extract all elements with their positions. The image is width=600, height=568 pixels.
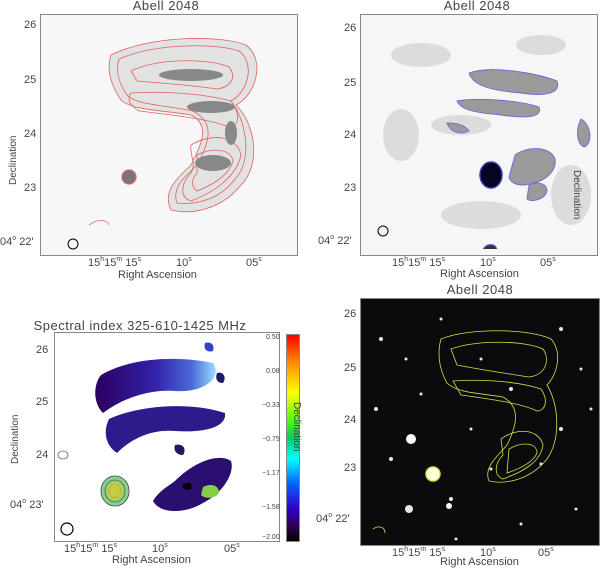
y-tick-bottom: 04o 23' [10,498,44,511]
y-tick-bottom: 04o 22' [316,512,350,525]
optical-image-frame [360,298,600,546]
y-tick: 26 [344,308,357,320]
y-tick-bottom: 04o 22' [318,234,352,247]
panel-bottom-right: Abell 2048 26 [300,282,600,568]
y-tick: 25 [344,362,357,374]
spectral-index-map [57,342,232,536]
y-axis-label: Declination [10,414,21,464]
colorbar [286,334,300,542]
x-axis-label: Right Ascension [440,556,519,568]
x-tick: 05s [538,546,554,559]
y-tick: 24 [36,449,49,461]
y-tick: 24 [24,128,37,140]
colorbar-tick: −0.75 [262,436,280,443]
panel-top-left: Abell 2048 [0,0,300,284]
y-tick: 25 [344,77,357,89]
x-axis-label: Right Ascension [440,268,519,280]
radio-contour-map [361,15,597,255]
panel-title: Abell 2048 [446,282,514,297]
y-tick: 26 [24,19,37,31]
x-tick: 15h15m 15s [392,256,446,269]
x-tick: 05s [540,256,556,269]
colorbar-tick: −0.33 [262,402,280,409]
y-tick: 26 [36,344,49,356]
panel-top-right: Abell 2048 26 25 24 23 04o 22' [300,0,600,284]
panel-title: Spectral index 325-610-1425 MHz [33,318,247,333]
y-tick: 24 [344,129,357,141]
y-tick: 24 [344,414,357,426]
x-tick: 05s [246,256,262,269]
x-tick: 10s [176,256,192,269]
colorbar-tick: −1.17 [262,470,280,477]
spectral-index-frame [54,332,280,542]
panel-title: Abell 2048 [132,0,200,13]
x-tick: 10s [480,256,496,269]
x-tick: 15h15m 15s [64,542,118,555]
y-tick-bottom: 04o 22' [0,235,34,248]
y-tick: 23 [344,462,357,474]
y-tick: 23 [344,182,357,194]
x-tick: 15h15m 15s [88,256,142,269]
panel-title: Abell 2048 [443,0,511,13]
radio-contour-map [41,15,297,255]
y-tick: 23 [24,182,37,194]
x-tick: 05s [224,542,240,555]
radio-image-frame [40,14,298,256]
y-tick: 26 [344,22,357,34]
x-axis-label: Right Ascension [118,269,197,281]
panel-bottom-left: Spectral index 325-610-1425 MHz [0,284,302,568]
contour-lines [372,330,559,534]
radio-image-frame [360,14,598,256]
y-tick: 25 [36,396,49,408]
y-axis-label: Declination [8,135,19,185]
optical-overlay-map [361,299,599,545]
x-tick: 10s [480,546,496,559]
colorbar-tick: −1.58 [262,504,280,511]
x-tick: 10s [152,542,168,555]
contour-lines [108,38,258,213]
y-tick: 25 [24,74,37,86]
x-axis-label: Right Ascension [112,554,191,566]
x-tick: 15h15m 15s [392,546,446,559]
y-axis-label: Declination [571,170,582,220]
colorbar-tick: 0.08 [266,368,280,375]
colorbar-tick: 0.50 [266,334,280,341]
colorbar-tick: −2.00 [262,534,280,541]
